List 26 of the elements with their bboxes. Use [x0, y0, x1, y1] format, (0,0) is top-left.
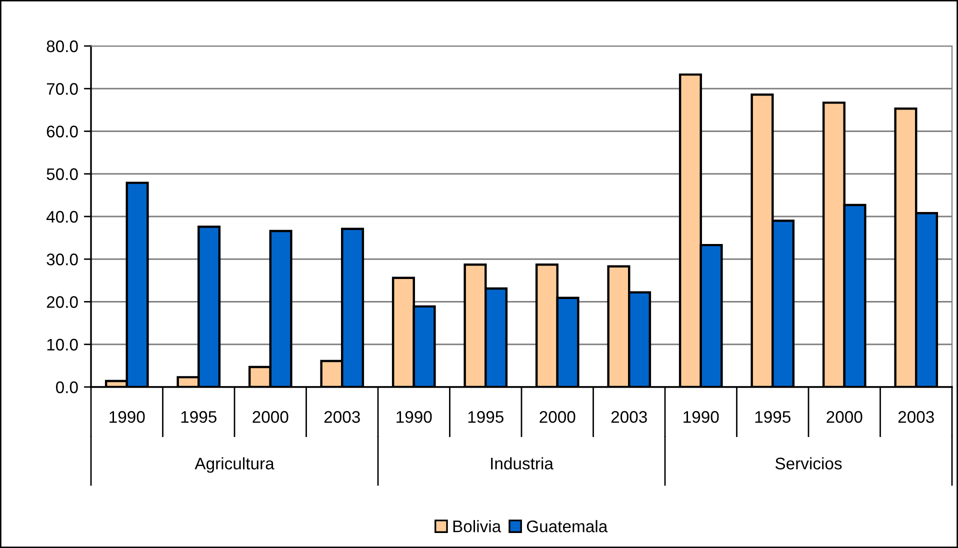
text: Servicios	[775, 457, 842, 470]
y-tick-label: 0.0	[56, 381, 78, 394]
x-tick-label: 2003	[611, 411, 647, 423]
y-tick-label: 50.0	[46, 168, 78, 180]
y-tick-label: 20.0	[46, 296, 78, 308]
y-tick-label: 60.0	[46, 126, 78, 138]
x-tick-label: 2000	[540, 411, 576, 423]
y-tick-label: 70.0	[46, 83, 78, 95]
legend-label: Bolivia	[453, 520, 502, 532]
x-tick-label: 1995	[181, 411, 216, 423]
text: Industria	[491, 457, 554, 470]
x-tick-label: 2000	[252, 411, 288, 423]
legend-label: Guatemala	[526, 520, 608, 532]
y-tick-label: 80.0	[46, 40, 78, 52]
x-tick-label: 1995	[468, 411, 504, 423]
y-tick-label: 30.0	[46, 254, 78, 266]
y-tick-label: 40.0	[46, 210, 78, 223]
x-tick-label: 2000	[826, 411, 862, 423]
y-tick-label: 10.0	[47, 338, 78, 351]
x-tick-label: 2003	[898, 411, 934, 423]
text: Agricultura	[194, 457, 274, 473]
x-tick-label: 1990	[684, 411, 719, 423]
x-tick-label: 1990	[396, 411, 432, 423]
x-tick-label: 2003	[324, 411, 360, 423]
x-tick-label: 1995	[755, 411, 790, 423]
x-tick-label: 1990	[110, 411, 145, 423]
